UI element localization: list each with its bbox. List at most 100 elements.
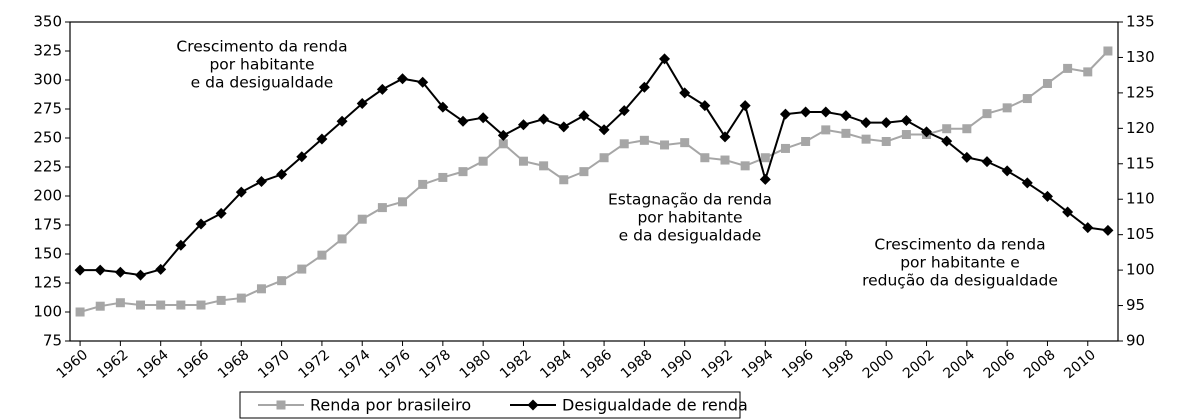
data-point <box>498 139 508 149</box>
data-point <box>740 161 750 171</box>
data-point <box>962 124 972 134</box>
x-tick-label: 1962 <box>94 347 132 382</box>
y-tick-label: 75 <box>43 332 62 350</box>
y2-tick-label: 125 <box>1126 83 1155 101</box>
x-tick-label: 1984 <box>537 347 575 382</box>
data-point <box>680 138 690 148</box>
legend-box <box>239 391 741 419</box>
data-point <box>1083 67 1093 77</box>
x-tick-label: 2006 <box>981 347 1019 382</box>
data-point <box>1042 78 1052 88</box>
x-tick-label: 1988 <box>618 347 656 382</box>
data-point <box>316 133 328 145</box>
y2-tick-label: 115 <box>1126 154 1155 172</box>
data-point <box>1103 46 1113 56</box>
y2-tick-label: 130 <box>1126 48 1155 66</box>
data-point <box>638 81 650 93</box>
x-tick-label: 1960 <box>54 347 92 382</box>
data-point <box>618 105 630 117</box>
data-point <box>961 151 973 163</box>
series-line <box>79 50 1109 313</box>
y-tick-label: 250 <box>33 129 62 147</box>
data-point <box>700 153 710 163</box>
data-point <box>477 112 489 124</box>
data-point <box>438 172 448 182</box>
x-tick-label: 1986 <box>578 347 616 382</box>
annotation: por habitante e <box>900 254 1020 272</box>
data-point <box>1041 190 1053 202</box>
x-tick-label: 2004 <box>940 347 978 382</box>
data-point <box>296 151 308 163</box>
legend-marker <box>276 400 286 410</box>
y2-tick-label: 105 <box>1126 225 1155 243</box>
data-point <box>255 176 267 187</box>
data-point <box>517 119 529 131</box>
data-point <box>599 153 609 163</box>
x-tick-label: 1976 <box>376 347 414 382</box>
data-point <box>860 117 872 129</box>
legend-marker <box>527 399 539 411</box>
data-point <box>94 264 106 276</box>
annotation: Crescimento da renda <box>874 236 1045 254</box>
data-point <box>216 295 226 305</box>
y-tick-label: 350 <box>33 13 62 31</box>
data-point <box>236 293 246 303</box>
x-tick-label: 1974 <box>336 347 374 382</box>
data-point <box>780 143 790 153</box>
y2-tick-label: 135 <box>1126 13 1155 31</box>
x-tick-label: 2010 <box>1061 347 1099 382</box>
x-tick-label: 1978 <box>416 347 454 382</box>
data-point <box>437 101 449 113</box>
y2-tick-label: 90 <box>1126 332 1145 350</box>
data-point <box>660 140 670 150</box>
data-point <box>457 115 469 127</box>
x-tick-label: 1980 <box>457 347 495 382</box>
y-tick-label: 125 <box>33 274 62 292</box>
data-point <box>135 269 147 281</box>
x-tick-label: 1990 <box>658 347 696 382</box>
x-tick-label: 2002 <box>900 347 938 382</box>
data-point <box>136 300 146 310</box>
x-tick-label: 1970 <box>255 347 293 382</box>
data-point <box>175 239 187 251</box>
data-point <box>759 173 771 185</box>
data-point <box>74 264 86 276</box>
data-point <box>840 110 852 122</box>
data-point <box>114 266 126 278</box>
data-point <box>1002 103 1012 113</box>
annotation: e da desigualdade <box>191 74 334 92</box>
data-point <box>155 263 167 275</box>
legend-label: Renda por brasileiro <box>310 396 471 415</box>
data-point <box>820 106 832 118</box>
data-point <box>1022 94 1032 104</box>
annotation: por habitante <box>637 209 742 227</box>
data-point <box>861 134 871 144</box>
data-point <box>1021 177 1033 189</box>
y-tick-label: 175 <box>33 216 62 234</box>
data-point <box>418 179 428 189</box>
data-point <box>578 110 590 122</box>
data-point <box>598 124 610 136</box>
data-point <box>337 234 347 244</box>
data-point <box>981 156 993 168</box>
data-point <box>95 301 105 311</box>
data-point <box>800 106 812 118</box>
data-point <box>478 156 488 166</box>
y-tick-label: 300 <box>33 71 62 89</box>
data-point <box>377 203 387 213</box>
data-point <box>821 125 831 135</box>
data-point <box>619 139 629 149</box>
data-point <box>518 156 528 166</box>
data-point <box>497 129 509 141</box>
y-tick-label: 100 <box>33 303 62 321</box>
x-tick-label: 1998 <box>819 347 857 382</box>
data-point <box>176 300 186 310</box>
x-tick-label: 1972 <box>295 347 333 382</box>
data-point <box>841 128 851 138</box>
x-tick-label: 1992 <box>699 347 737 382</box>
y2-tick-label: 100 <box>1126 261 1155 279</box>
x-tick-label: 2008 <box>1021 347 1059 382</box>
data-point <box>539 161 549 171</box>
data-point <box>376 83 388 95</box>
